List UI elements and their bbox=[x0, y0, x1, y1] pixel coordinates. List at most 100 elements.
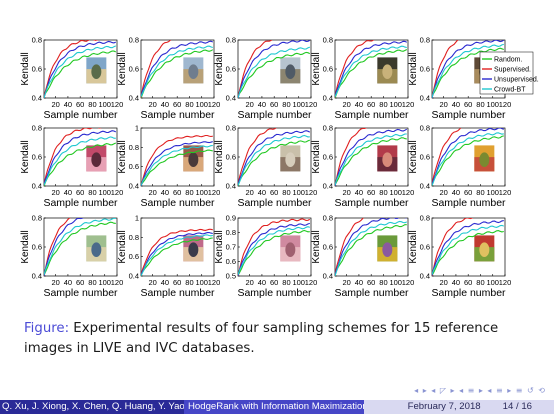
legend-label-crowdbt: Crowd-BT bbox=[494, 87, 526, 94]
series-line-supervised bbox=[238, 128, 277, 185]
series-line-random bbox=[141, 237, 213, 276]
reference-thumbnail bbox=[86, 235, 107, 262]
y-tick-label: 0.6 bbox=[226, 257, 236, 266]
x-tick-label: 80 bbox=[185, 100, 193, 109]
x-tick-label: 20 bbox=[148, 188, 156, 197]
series-group bbox=[432, 218, 504, 276]
x-tick-label: 60 bbox=[270, 278, 278, 287]
y-tick-label: 0.9 bbox=[226, 214, 236, 223]
series-line-unsupervised bbox=[141, 40, 214, 97]
x-tick-label: 80 bbox=[282, 188, 290, 197]
thumbnail-subject bbox=[285, 64, 296, 79]
x-tick-label: 60 bbox=[76, 278, 84, 287]
x-tick-label: 120 bbox=[305, 188, 318, 197]
x-tick-label: 20 bbox=[439, 100, 447, 109]
y-axis-label: Kendall bbox=[117, 52, 128, 85]
x-tick-label: 120 bbox=[402, 188, 415, 197]
beamer-navigation-icons[interactable]: ◂ ▸ ◂ ◸ ▸ ◂ ≡ ▸ ◂ ≡ ▸ ≡ ↺ ⟲ bbox=[414, 386, 546, 395]
x-tick-label: 40 bbox=[258, 278, 266, 287]
y-tick-label: 0.4 bbox=[323, 94, 333, 103]
reference-thumbnail bbox=[183, 145, 204, 172]
x-axis-label: Sample number bbox=[334, 109, 409, 121]
reference-thumbnail bbox=[474, 235, 495, 262]
y-tick-label: 0.4 bbox=[129, 272, 139, 281]
x-tick-label: 60 bbox=[76, 188, 84, 197]
x-tick-label: 120 bbox=[499, 188, 512, 197]
x-axis-label: Sample number bbox=[43, 109, 118, 121]
y-tick-label: 0.4 bbox=[420, 272, 430, 281]
y-tick-label: 0.4 bbox=[32, 272, 42, 281]
y-axis-label: Kendall bbox=[408, 52, 419, 85]
x-tick-label: 80 bbox=[185, 188, 193, 197]
x-tick-label: 40 bbox=[161, 100, 169, 109]
footer-date-page: February 7, 2018 14 / 16 bbox=[364, 400, 554, 414]
y-tick-label: 0.6 bbox=[420, 153, 430, 162]
thumbnail-subject bbox=[479, 152, 490, 167]
reference-thumbnail bbox=[280, 145, 301, 172]
series-line-supervised bbox=[432, 218, 474, 276]
series-line-unsupervised bbox=[335, 218, 407, 276]
x-tick-label: 20 bbox=[245, 188, 253, 197]
y-axis-label: Kendall bbox=[408, 230, 419, 263]
series-group bbox=[44, 40, 117, 98]
y-tick-label: 0.4 bbox=[129, 182, 139, 191]
legend: Random. Supervised. Unsupervised. Crowd-BT bbox=[479, 51, 539, 95]
series-line-unsupervised bbox=[44, 130, 117, 185]
y-tick-label: 0.6 bbox=[129, 65, 139, 74]
series-line-unsupervised bbox=[141, 231, 213, 276]
y-axis-label: Kendall bbox=[20, 52, 31, 85]
footer-page: 14 / 16 bbox=[502, 401, 532, 412]
y-tick-label: 0.7 bbox=[226, 243, 236, 252]
caption-label: Figure: bbox=[24, 321, 70, 336]
x-tick-label: 80 bbox=[379, 100, 387, 109]
x-tick-label: 20 bbox=[148, 278, 156, 287]
x-tick-label: 100 bbox=[98, 100, 111, 109]
series-line-crowdbt bbox=[238, 46, 310, 98]
series-line-random bbox=[432, 230, 504, 276]
x-axis-label: Sample number bbox=[237, 109, 312, 121]
x-tick-label: 60 bbox=[367, 100, 375, 109]
legend-label-supervised: Supervised. bbox=[494, 67, 531, 74]
reference-thumbnail bbox=[377, 145, 398, 172]
y-axis-label: Kendall bbox=[311, 140, 322, 173]
reference-thumbnail bbox=[280, 235, 301, 262]
y-axis-label: Kendall bbox=[117, 230, 128, 263]
y-tick-label: 0.8 bbox=[420, 214, 430, 223]
series-line-crowdbt bbox=[335, 133, 407, 186]
series-line-random bbox=[44, 50, 117, 97]
x-tick-label: 40 bbox=[258, 188, 266, 197]
x-tick-label: 20 bbox=[51, 100, 59, 109]
series-line-crowdbt bbox=[432, 43, 504, 98]
reference-thumbnail bbox=[280, 57, 301, 84]
x-tick-label: 20 bbox=[51, 188, 59, 197]
x-tick-label: 120 bbox=[499, 278, 512, 287]
thumbnail-subject bbox=[382, 242, 393, 257]
x-axis-label: Sample number bbox=[140, 109, 215, 121]
x-tick-label: 80 bbox=[476, 100, 484, 109]
y-tick-label: 0.4 bbox=[129, 94, 139, 103]
x-tick-label: 120 bbox=[208, 278, 221, 287]
reference-thumbnail bbox=[474, 145, 495, 172]
y-tick-label: 0.6 bbox=[32, 243, 42, 252]
y-axis-label: Kendall bbox=[311, 230, 322, 263]
x-tick-label: 120 bbox=[111, 188, 124, 197]
x-tick-label: 100 bbox=[195, 278, 208, 287]
series-group bbox=[238, 218, 311, 276]
x-tick-label: 20 bbox=[439, 188, 447, 197]
y-axis-label: Kendall bbox=[311, 52, 322, 85]
y-tick-label: 0.8 bbox=[420, 124, 430, 133]
series-line-unsupervised bbox=[432, 40, 505, 98]
series-line-crowdbt bbox=[141, 234, 213, 276]
x-tick-label: 40 bbox=[161, 188, 169, 197]
reference-thumbnail bbox=[183, 57, 204, 84]
x-tick-label: 60 bbox=[367, 278, 375, 287]
x-tick-label: 20 bbox=[439, 278, 447, 287]
series-line-unsupervised bbox=[335, 40, 408, 97]
y-tick-label: 0.5 bbox=[226, 272, 236, 281]
footer-authors: Q. Xu, J. Xiong, X. Chen, Q. Huang, Y. Y… bbox=[0, 400, 184, 414]
series-line-supervised bbox=[335, 218, 365, 275]
